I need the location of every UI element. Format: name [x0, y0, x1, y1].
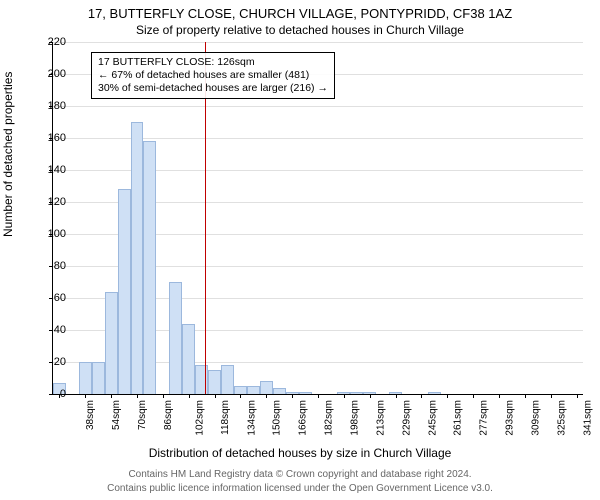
ytick-label: 40 [36, 324, 66, 336]
histogram-bar [118, 189, 131, 394]
xtick-mark [292, 394, 293, 398]
y-axis-label: Number of detached properties [1, 72, 15, 237]
annotation-box: 17 BUTTERFLY CLOSE: 126sqm ← 67% of deta… [91, 52, 335, 99]
ytick-label: 180 [36, 100, 66, 112]
histogram-bar [221, 365, 234, 394]
ytick-label: 160 [36, 132, 66, 144]
grid-line [53, 42, 583, 43]
xtick-label: 166sqm [298, 400, 309, 436]
histogram-bar [273, 388, 286, 394]
xtick-label: 150sqm [272, 400, 283, 436]
xtick-mark [137, 394, 138, 398]
ytick-label: 20 [36, 356, 66, 368]
xtick-mark [421, 394, 422, 398]
xtick-mark [344, 394, 345, 398]
xtick-mark [189, 394, 190, 398]
xtick-mark [396, 394, 397, 398]
ytick-label: 220 [36, 36, 66, 48]
histogram-bar [169, 282, 182, 394]
xtick-mark [240, 394, 241, 398]
xtick-label: 102sqm [194, 400, 205, 436]
xtick-label: 118sqm [220, 400, 231, 435]
chart-subtitle: Size of property relative to detached ho… [0, 23, 600, 37]
histogram-bar [92, 362, 105, 394]
chart-container: 17, BUTTERFLY CLOSE, CHURCH VILLAGE, PON… [0, 0, 600, 500]
xtick-mark [85, 394, 86, 398]
histogram-bar [428, 392, 441, 394]
xtick-label: 277sqm [479, 400, 490, 436]
grid-line [53, 106, 583, 107]
xtick-mark [111, 394, 112, 398]
ytick-label: 0 [36, 388, 66, 400]
histogram-bar [208, 370, 221, 394]
xtick-label: 86sqm [163, 400, 174, 430]
histogram-bar [143, 141, 156, 394]
ytick-label: 120 [36, 196, 66, 208]
histogram-bar [260, 381, 273, 394]
anno-line2: ← 67% of detached houses are smaller (48… [98, 69, 328, 82]
histogram-bar [182, 324, 195, 394]
footer-licence: Contains public licence information lice… [0, 483, 600, 494]
xtick-label: 341sqm [582, 400, 593, 436]
xtick-mark [499, 394, 500, 398]
ytick-label: 80 [36, 260, 66, 272]
xtick-label: 261sqm [453, 400, 464, 436]
histogram-bar [131, 122, 144, 394]
xtick-mark [551, 394, 552, 398]
ytick-label: 200 [36, 68, 66, 80]
histogram-bar [234, 386, 247, 394]
xtick-label: 134sqm [246, 400, 257, 436]
xtick-label: 293sqm [505, 400, 516, 436]
ytick-label: 140 [36, 164, 66, 176]
histogram-bar [195, 365, 208, 394]
xtick-label: 309sqm [531, 400, 542, 436]
chart-title-address: 17, BUTTERFLY CLOSE, CHURCH VILLAGE, PON… [0, 6, 600, 21]
xtick-mark [447, 394, 448, 398]
xtick-label: 245sqm [427, 400, 438, 436]
histogram-bar [350, 392, 363, 394]
histogram-bar [247, 386, 260, 394]
xtick-mark [215, 394, 216, 398]
footer-copyright: Contains HM Land Registry data © Crown c… [0, 469, 600, 480]
histogram-bar [299, 392, 312, 394]
xtick-label: 213sqm [375, 400, 386, 436]
xtick-label: 325sqm [556, 400, 567, 436]
xtick-mark [266, 394, 267, 398]
xtick-label: 182sqm [324, 400, 335, 436]
anno-line1: 17 BUTTERFLY CLOSE: 126sqm [98, 56, 328, 69]
xtick-label: 229sqm [401, 400, 412, 436]
xtick-mark [577, 394, 578, 398]
xtick-mark [370, 394, 371, 398]
histogram-bar [105, 292, 118, 394]
ytick-label: 100 [36, 228, 66, 240]
plot-area: 17 BUTTERFLY CLOSE: 126sqm ← 67% of deta… [52, 42, 583, 395]
xtick-mark [163, 394, 164, 398]
xtick-label: 198sqm [350, 400, 361, 436]
anno-line3: 30% of semi-detached houses are larger (… [98, 82, 328, 95]
xtick-label: 38sqm [85, 400, 96, 430]
xtick-label: 70sqm [137, 400, 148, 430]
xtick-mark [318, 394, 319, 398]
xtick-label: 54sqm [111, 400, 122, 430]
xtick-mark [525, 394, 526, 398]
ytick-label: 60 [36, 292, 66, 304]
histogram-bar [79, 362, 92, 394]
xtick-mark [473, 394, 474, 398]
x-axis-label: Distribution of detached houses by size … [0, 446, 600, 460]
